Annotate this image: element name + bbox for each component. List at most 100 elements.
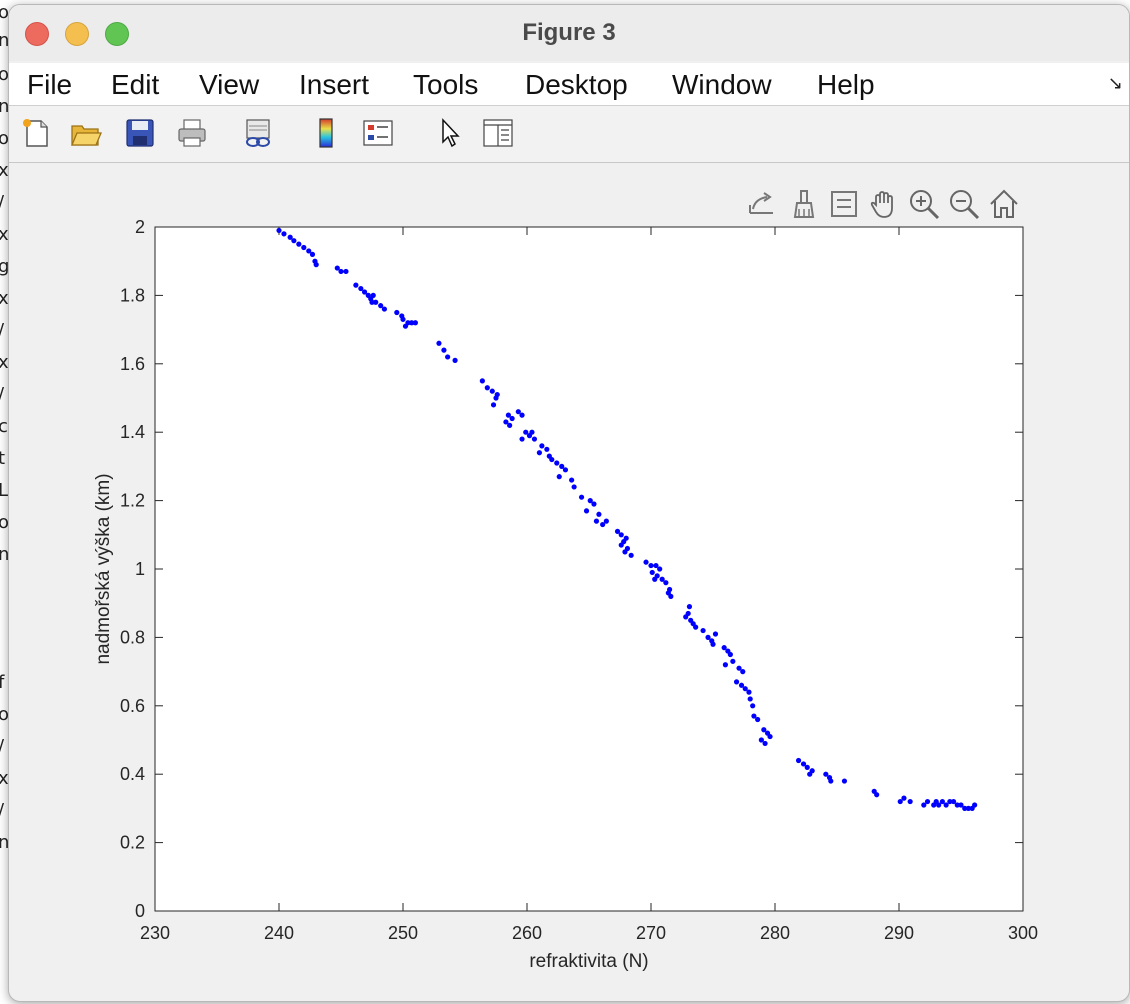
data-point xyxy=(353,282,359,288)
legend-icon[interactable] xyxy=(361,116,395,150)
background-text-glyph: x xyxy=(0,352,9,373)
x-tick-label: 260 xyxy=(512,923,542,943)
y-tick-label: 1 xyxy=(135,559,145,579)
data-point xyxy=(394,309,400,316)
data-point xyxy=(338,268,344,275)
data-point xyxy=(721,645,727,651)
data-point xyxy=(652,576,658,582)
background-text-glyph: x xyxy=(0,288,9,309)
menu-window[interactable]: Window xyxy=(672,69,772,100)
data-point xyxy=(622,549,628,555)
zoom-in-icon[interactable] xyxy=(907,187,941,221)
link-icon[interactable] xyxy=(241,116,275,150)
home-icon[interactable] xyxy=(987,187,1021,221)
data-point xyxy=(276,227,282,234)
y-tick-label: 0.4 xyxy=(120,764,145,784)
data-point xyxy=(663,580,669,586)
open-file-icon[interactable] xyxy=(69,116,103,150)
menu-help[interactable]: Help xyxy=(817,69,875,100)
data-point xyxy=(897,798,903,805)
data-point xyxy=(972,802,978,808)
data-point xyxy=(755,716,761,723)
background-text-glyph: / xyxy=(0,320,4,341)
background-text-glyph: t xyxy=(0,448,6,469)
data-point xyxy=(571,484,577,490)
data-point xyxy=(800,761,807,767)
data-point xyxy=(493,395,499,401)
data-point xyxy=(569,477,575,483)
y-tick-label: 1.4 xyxy=(120,422,145,442)
y-tick-label: 0 xyxy=(135,901,145,921)
dock-arrow-icon[interactable]: ↘ xyxy=(1107,73,1123,94)
background-text-glyph: n xyxy=(0,96,10,117)
data-point xyxy=(441,347,447,353)
x-tick-label: 230 xyxy=(140,923,170,943)
background-text-glyph: / xyxy=(0,800,4,821)
data-point xyxy=(402,323,409,329)
background-text-glyph: n xyxy=(0,30,10,51)
colorbar-icon[interactable] xyxy=(309,116,343,150)
data-tips-icon[interactable] xyxy=(827,187,861,221)
data-point xyxy=(556,474,562,480)
data-point xyxy=(378,303,384,309)
data-point xyxy=(296,241,302,247)
brush-icon[interactable] xyxy=(787,187,821,221)
y-tick-label: 2 xyxy=(135,217,145,237)
axes-box[interactable] xyxy=(154,226,1024,912)
print-icon[interactable] xyxy=(175,116,209,150)
x-tick-label: 250 xyxy=(388,923,418,943)
data-point xyxy=(531,436,538,442)
data-point xyxy=(370,292,376,298)
data-point xyxy=(614,528,621,534)
zoom-out-icon[interactable] xyxy=(947,187,981,221)
background-text-glyph: x xyxy=(0,160,9,181)
background-text-glyph: x xyxy=(0,768,9,789)
data-point xyxy=(281,231,287,237)
save-icon[interactable] xyxy=(123,116,157,150)
data-point xyxy=(747,696,753,702)
data-point xyxy=(712,631,719,637)
pan-icon[interactable] xyxy=(867,187,901,221)
x-tick-label: 290 xyxy=(884,923,914,943)
export-icon[interactable] xyxy=(745,187,779,221)
data-point xyxy=(334,265,340,271)
property-inspector-icon[interactable] xyxy=(481,116,515,150)
close-window-button[interactable] xyxy=(25,22,49,46)
data-point xyxy=(536,450,543,456)
data-point xyxy=(381,306,387,312)
data-point xyxy=(306,248,312,254)
data-point xyxy=(807,771,813,777)
data-point xyxy=(361,289,368,295)
data-point xyxy=(901,795,907,801)
menu-insert[interactable]: Insert xyxy=(299,69,370,100)
data-point xyxy=(544,446,550,452)
title-bar[interactable]: Figure 3 xyxy=(9,5,1129,61)
new-figure-icon[interactable] xyxy=(19,116,53,150)
data-point xyxy=(562,467,569,473)
menu-file[interactable]: File xyxy=(27,69,73,100)
menu-desktop[interactable]: Desktop xyxy=(525,69,628,100)
data-point xyxy=(700,627,706,634)
minimize-window-button[interactable] xyxy=(65,22,89,46)
data-point xyxy=(758,737,764,743)
menu-view[interactable]: View xyxy=(199,69,260,100)
x-axis: 230 240 250 260 270 280 290 300 xyxy=(140,227,1038,943)
menu-tools[interactable]: Tools xyxy=(413,69,479,100)
data-point xyxy=(742,686,748,692)
data-point xyxy=(965,805,972,812)
data-point xyxy=(874,792,880,798)
maximize-window-button[interactable] xyxy=(105,22,129,46)
menu-edit[interactable]: Edit xyxy=(111,69,160,100)
data-point xyxy=(445,354,451,360)
background-text-glyph: x xyxy=(0,224,9,245)
data-point xyxy=(618,542,624,548)
data-point xyxy=(738,682,745,688)
data-point xyxy=(722,662,729,668)
data-point xyxy=(489,388,495,394)
pointer-icon[interactable] xyxy=(433,116,467,150)
y-tick-label: 0.2 xyxy=(120,833,145,853)
data-point xyxy=(479,378,485,384)
data-point xyxy=(705,634,711,641)
data-point xyxy=(795,757,802,764)
